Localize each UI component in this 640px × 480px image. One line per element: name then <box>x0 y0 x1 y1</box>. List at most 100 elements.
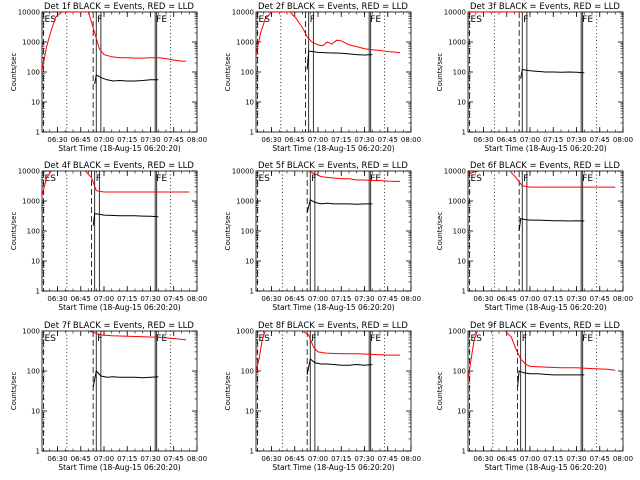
y-tick-label: 100 <box>27 69 40 77</box>
x-tick-label: 06:45 <box>285 455 305 463</box>
y-axis-label: Counts/sec <box>224 53 232 92</box>
y-tick-label: 1 <box>250 129 254 137</box>
panel-title: Det 8f BLACK = Events, RED = LLD <box>258 321 408 331</box>
series-events-line <box>518 217 585 232</box>
y-tick-label: 100 <box>453 368 466 376</box>
plot-frame <box>255 170 412 292</box>
panel-5: Det 5f BLACK = Events, RED = LLD 1 10 100 10… <box>224 161 421 312</box>
time-marker-label: FE <box>582 174 593 184</box>
y-tick-label: 10 <box>31 408 40 416</box>
x-tick-label: 07:15 <box>331 455 351 463</box>
x-tick-label: 08:00 <box>613 455 633 463</box>
x-tick-label: 06:45 <box>497 455 517 463</box>
x-tick-label: 06:45 <box>71 136 91 144</box>
series-events-line <box>94 74 159 84</box>
y-tick-label: 100 <box>241 69 254 77</box>
y-tick-label: 1 <box>462 129 466 137</box>
x-tick-label: 07:30 <box>566 136 586 144</box>
x-axis-label: Start Time (18-Aug-15 06:20:20) <box>58 463 180 472</box>
x-axis-label: Start Time (18-Aug-15 06:20:20) <box>484 303 606 312</box>
x-tick-label: 07:15 <box>543 455 563 463</box>
series-lld-line <box>42 331 187 341</box>
x-tick-label: 07:00 <box>94 295 114 303</box>
panel-7: Det 7f BLACK = Events, RED = LLD 1 10 100 10… <box>10 321 207 472</box>
y-tick-label: 1000 <box>448 39 466 47</box>
x-tick-label: 07:15 <box>543 295 563 303</box>
y-axis-label: Counts/sec <box>436 372 444 411</box>
x-tick-label: 07:45 <box>378 455 398 463</box>
series-events-line <box>520 69 585 79</box>
x-tick-label: 06:30 <box>261 455 281 463</box>
x-tick-label: 07:45 <box>590 455 610 463</box>
x-tick-label: 06:30 <box>47 295 67 303</box>
y-tick-label: 100 <box>241 228 254 236</box>
x-tick-label: 07:00 <box>94 136 114 144</box>
time-marker-label: F <box>310 15 315 25</box>
x-axis-label: Start Time (18-Aug-15 06:20:20) <box>272 463 394 472</box>
time-marker-label: FE <box>582 15 593 25</box>
x-tick-label: 06:30 <box>47 136 67 144</box>
series-lld-line <box>256 171 401 182</box>
series-events-line <box>92 213 159 226</box>
y-axis-label: Counts/sec <box>224 372 232 411</box>
x-tick-label: 07:45 <box>378 295 398 303</box>
series-lld-line <box>256 331 401 372</box>
x-tick-label: 08:00 <box>401 136 421 144</box>
x-tick-label: 08:00 <box>187 295 207 303</box>
x-tick-label: 07:45 <box>378 136 398 144</box>
y-tick-label: 1 <box>36 129 40 137</box>
time-marker-label: F <box>311 334 316 344</box>
panel-6: Det 6f BLACK = Events, RED = LLD 1 10 100 10… <box>436 161 633 312</box>
x-tick-label: 07:15 <box>543 136 563 144</box>
x-tick-label: 07:00 <box>308 455 328 463</box>
y-tick-label: 1000 <box>236 328 254 336</box>
y-tick-label: 10000 <box>444 168 466 176</box>
x-tick-label: 07:30 <box>140 455 160 463</box>
plot-frame <box>41 11 198 133</box>
time-marker-label: FE <box>156 15 167 25</box>
y-tick-label: 1000 <box>236 198 254 206</box>
panel-3: Det 3f BLACK = Events, RED = LLD 1 10 100 10… <box>436 2 633 153</box>
x-tick-label: 07:15 <box>331 136 351 144</box>
y-tick-label: 10000 <box>232 9 254 17</box>
time-marker-label: ES <box>259 174 271 184</box>
x-tick-label: 06:30 <box>47 455 67 463</box>
panel-4: Det 4f BLACK = Events, RED = LLD 1 10 100 10… <box>10 161 207 312</box>
y-axis-label: Counts/sec <box>10 212 18 251</box>
x-tick-label: 06:45 <box>285 136 305 144</box>
y-tick-label: 10 <box>457 408 466 416</box>
series-lld-line <box>42 12 187 71</box>
y-tick-label: 1 <box>250 288 254 296</box>
panel-title: Det 2f BLACK = Events, RED = LLD <box>258 2 408 12</box>
y-tick-label: 10 <box>457 258 466 266</box>
y-tick-label: 10 <box>245 258 254 266</box>
y-tick-label: 1 <box>36 288 40 296</box>
x-tick-label: 06:30 <box>473 295 493 303</box>
x-tick-label: 06:30 <box>261 136 281 144</box>
series-events-line <box>306 358 373 375</box>
x-tick-label: 08:00 <box>401 455 421 463</box>
y-tick-label: 10 <box>245 99 254 107</box>
y-tick-label: 100 <box>453 228 466 236</box>
time-marker-label: ES <box>471 334 483 344</box>
x-axis-label: Start Time (18-Aug-15 06:20:20) <box>484 144 606 153</box>
x-tick-label: 07:45 <box>590 136 610 144</box>
x-tick-label: 08:00 <box>613 136 633 144</box>
x-tick-label: 06:30 <box>261 295 281 303</box>
time-marker-label: F <box>97 334 102 344</box>
panel-2: Det 2f BLACK = Events, RED = LLD 1 10 100 10… <box>224 2 421 153</box>
panel-title: Det 7f BLACK = Events, RED = LLD <box>44 321 194 331</box>
y-tick-label: 1000 <box>22 39 40 47</box>
time-marker-label: F <box>311 174 316 184</box>
x-tick-label: 06:30 <box>473 455 493 463</box>
x-tick-label: 07:00 <box>308 136 328 144</box>
x-tick-label: 07:30 <box>566 455 586 463</box>
y-tick-label: 1000 <box>448 328 466 336</box>
x-tick-label: 07:15 <box>331 295 351 303</box>
time-marker-label: F <box>522 334 527 344</box>
x-tick-label: 07:15 <box>117 136 137 144</box>
time-marker-label: FE <box>370 174 381 184</box>
series-events-line <box>306 199 373 214</box>
x-tick-label: 06:45 <box>497 136 517 144</box>
x-tick-label: 07:00 <box>520 455 540 463</box>
